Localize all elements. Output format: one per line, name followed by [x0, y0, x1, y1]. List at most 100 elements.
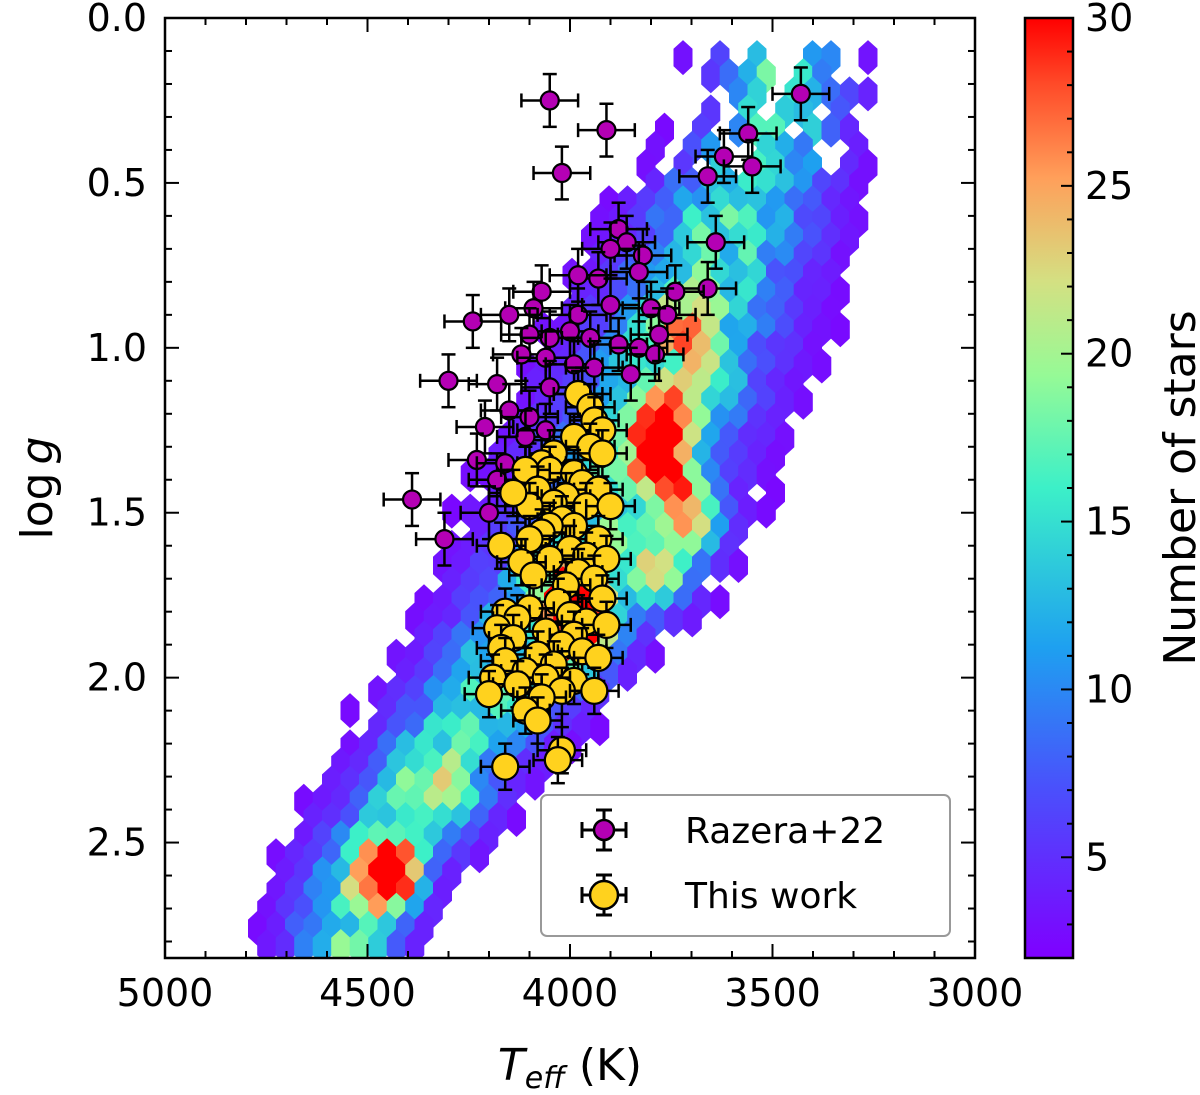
x-tick-label: 4500 — [319, 971, 416, 1015]
this-work-point — [532, 735, 584, 785]
colorbar-tick-label: 10 — [1085, 667, 1133, 711]
razera-marker — [738, 123, 759, 144]
razera-marker — [742, 156, 763, 177]
this-work-marker — [580, 676, 609, 705]
razera-marker — [567, 265, 589, 286]
colorbar: 5 10 15 20 25 30 Number of stars — [1023, 0, 1200, 960]
razera-marker — [648, 324, 670, 345]
razera-point — [520, 72, 580, 129]
razera-marker — [478, 502, 500, 523]
this-work-series — [463, 369, 637, 792]
this-work-point — [508, 551, 560, 600]
colorbar-tick-label: 25 — [1085, 164, 1133, 208]
hexbin-cell — [590, 711, 610, 747]
hexbin-cell — [673, 40, 693, 76]
razera-point — [418, 353, 479, 409]
hexbin-cell — [525, 765, 545, 801]
razera-point — [722, 138, 782, 195]
hexbin-cell — [701, 58, 721, 94]
x-tick-label: 3500 — [724, 971, 821, 1015]
razera-marker — [401, 489, 423, 510]
hexbin-cell — [729, 548, 748, 583]
hexbin-cell — [710, 584, 730, 620]
colorbar-tick-label: 30 — [1085, 0, 1133, 40]
razera-point — [443, 293, 503, 350]
razera-marker — [511, 344, 532, 365]
razera-marker — [434, 529, 455, 550]
this-work-marker — [474, 680, 504, 709]
hexbin-cell — [349, 929, 369, 958]
legend-razera-label: Razera+22 — [685, 811, 885, 852]
x-tick-label: 3000 — [927, 971, 1024, 1015]
hexbin-cell — [756, 493, 776, 529]
this-work-marker — [519, 561, 548, 590]
razera-point — [576, 102, 637, 158]
legend: Razera+22 This work — [540, 794, 951, 937]
razera-point — [601, 346, 661, 402]
hexbin-cell — [257, 929, 277, 958]
razera-point — [629, 306, 689, 363]
legend-box — [540, 794, 951, 937]
razera-marker — [620, 364, 641, 385]
razera-marker — [438, 370, 459, 391]
this-work-marker — [588, 584, 617, 613]
y-tick-label: 0.0 — [87, 0, 147, 40]
hexbin-cell — [618, 656, 637, 692]
this-work-marker — [523, 706, 552, 735]
razera-point — [479, 287, 539, 343]
razera-marker — [539, 90, 560, 111]
this-work-point — [580, 600, 632, 650]
hexbin-cell — [312, 929, 332, 958]
this-work-marker — [499, 478, 528, 508]
hexbin-cell — [793, 384, 813, 420]
colorbar-ticks: 5 10 15 20 25 30 — [1061, 0, 1133, 926]
x-tick-label: 4000 — [522, 971, 619, 1015]
razera-marker — [665, 281, 686, 302]
razera-point — [414, 511, 475, 567]
hexbin-cell — [442, 493, 462, 529]
hexbin-cell — [340, 693, 360, 729]
razera-point — [771, 66, 831, 122]
this-work-point — [479, 742, 531, 792]
this-work-marker — [588, 439, 617, 468]
x-axis: 5000 4500 4000 3500 3000 — [117, 18, 1024, 1015]
razera-marker — [628, 261, 649, 283]
razera-point — [686, 214, 746, 270]
razera-point — [718, 105, 778, 162]
hexbin-cell — [830, 312, 850, 348]
y-axis-label: logg — [12, 436, 63, 539]
razera-point — [609, 244, 669, 300]
y-tick-label: 1.0 — [87, 326, 147, 370]
colorbar-label: Number of stars — [1155, 310, 1200, 665]
legend-razera-marker — [580, 808, 628, 852]
y-axis: 0.0 0.5 1.0 1.5 2.0 2.5 — [87, 0, 975, 943]
colorbar-tick-label: 5 — [1085, 835, 1109, 879]
razera-point — [382, 471, 442, 528]
razera-marker — [705, 232, 726, 253]
this-work-point — [475, 521, 527, 571]
this-work-point — [487, 468, 539, 518]
this-work-marker — [592, 610, 621, 639]
hexbin-cell — [507, 802, 526, 837]
legend-thiswork-marker — [580, 873, 628, 917]
razera-point — [678, 148, 738, 204]
razera-marker — [551, 162, 573, 184]
hexbin-cell — [368, 929, 388, 958]
razera-marker — [790, 83, 811, 104]
hexbin-cell — [812, 348, 832, 384]
razera-marker — [600, 238, 621, 259]
hexbin-cell — [710, 548, 730, 583]
hexbin-cell — [858, 40, 878, 76]
this-work-point — [512, 696, 564, 745]
hexbin-cell — [682, 602, 702, 638]
y-tick-label: 2.0 — [87, 656, 147, 700]
hexbin-cell — [821, 112, 841, 148]
razera-point — [609, 320, 669, 376]
hexbin-cell — [294, 929, 314, 958]
razera-marker — [697, 278, 718, 299]
razera-point — [532, 145, 592, 201]
colorbar-tick-label: 20 — [1085, 332, 1133, 376]
razera-marker — [531, 281, 552, 302]
legend-thiswork-label: This work — [684, 876, 857, 917]
razera-marker — [596, 120, 617, 141]
